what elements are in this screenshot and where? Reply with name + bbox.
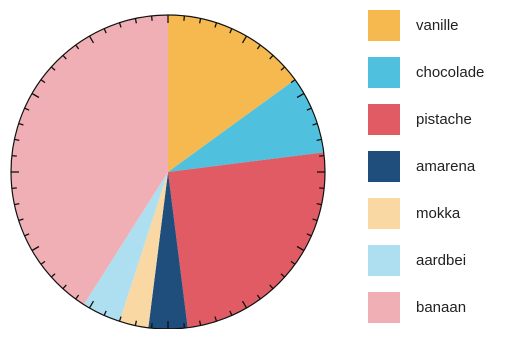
legend-swatch xyxy=(368,245,400,276)
tick-mark xyxy=(290,79,296,84)
pie-slice-amarena xyxy=(148,172,188,329)
tick-mark xyxy=(118,316,122,322)
tick-mark xyxy=(11,187,17,190)
tick-mark xyxy=(24,233,30,237)
tick-mark xyxy=(75,44,80,50)
tick-mark xyxy=(198,18,202,24)
pie-slice-pistache xyxy=(168,152,325,328)
tick-mark xyxy=(103,310,107,316)
tick-mark xyxy=(134,320,138,326)
tick-mark xyxy=(241,35,248,44)
tick-mark xyxy=(134,18,138,24)
tick-mark xyxy=(103,28,107,34)
tick-mark xyxy=(280,273,286,278)
tick-mark xyxy=(31,92,40,99)
legend-item-mokka: mokka xyxy=(368,198,484,229)
tick-mark xyxy=(241,300,248,309)
legend-swatch xyxy=(368,151,400,182)
tick-mark xyxy=(229,28,233,34)
legend-item-amarena: amarena xyxy=(368,151,484,182)
tick-mark xyxy=(183,323,186,329)
tick-mark xyxy=(316,138,322,142)
tick-mark xyxy=(24,107,30,111)
tick-mark xyxy=(50,66,56,71)
tick-mark xyxy=(118,22,122,28)
tick-mark xyxy=(229,310,233,316)
pie-slice-mokka xyxy=(119,172,168,328)
legend: vanille chocolade pistache amarena mokka aard… xyxy=(368,10,484,339)
tick-mark xyxy=(214,316,218,322)
tick-mark xyxy=(150,15,153,21)
tick-mark xyxy=(183,15,186,21)
tick-mark xyxy=(306,107,312,111)
legend-item-aardbei: aardbei xyxy=(368,245,484,276)
legend-label: aardbei xyxy=(416,252,467,269)
legend-item-chocolade: chocolade xyxy=(368,57,484,88)
legend-label: vanille xyxy=(416,17,459,34)
tick-mark xyxy=(319,187,325,190)
tick-mark xyxy=(50,273,56,278)
tick-mark xyxy=(256,44,261,50)
tick-mark xyxy=(40,260,46,265)
tick-mark xyxy=(62,284,67,290)
tick-mark xyxy=(18,122,24,126)
outer-tick-marks xyxy=(10,14,326,329)
tick-mark xyxy=(256,294,261,300)
tick-mark xyxy=(316,202,322,206)
legend-swatch xyxy=(368,104,400,135)
pie-slice-chocolade xyxy=(168,79,324,172)
tick-mark xyxy=(75,294,80,300)
tick-mark xyxy=(31,245,40,252)
legend-item-pistache: pistache xyxy=(368,104,484,135)
tick-mark xyxy=(296,92,305,99)
tick-mark xyxy=(11,154,17,157)
tick-mark xyxy=(269,54,274,60)
pie-chart xyxy=(10,14,326,329)
tick-mark xyxy=(198,320,202,326)
tick-mark xyxy=(18,218,24,222)
legend-swatch xyxy=(368,198,400,229)
legend-label: banaan xyxy=(416,299,467,316)
legend-swatch xyxy=(368,10,400,41)
tick-mark xyxy=(280,66,286,71)
pie-slice-vanille xyxy=(168,15,296,172)
tick-mark xyxy=(214,22,218,28)
tick-mark xyxy=(312,218,318,222)
legend-swatch xyxy=(368,57,400,88)
legend-item-vanille: vanille xyxy=(368,10,484,41)
tick-mark xyxy=(14,202,20,206)
pie-slice-aardbei xyxy=(83,172,168,322)
tick-mark xyxy=(312,122,318,126)
tick-mark xyxy=(88,35,95,44)
legend-item-banaan: banaan xyxy=(368,292,484,323)
tick-mark xyxy=(269,284,274,290)
tick-mark xyxy=(14,138,20,142)
tick-mark xyxy=(319,154,325,157)
legend-swatch xyxy=(368,292,400,323)
pie-slices xyxy=(11,15,325,329)
tick-mark xyxy=(150,323,153,329)
tick-mark xyxy=(296,245,305,252)
tick-mark xyxy=(88,300,95,309)
pie-slice-banaan xyxy=(11,15,169,305)
tick-mark xyxy=(40,79,46,84)
tick-mark xyxy=(306,233,312,237)
legend-label: mokka xyxy=(416,205,461,222)
legend-label: pistache xyxy=(416,111,472,128)
legend-label: chocolade xyxy=(416,64,485,81)
tick-mark xyxy=(290,260,296,265)
legend-label: amarena xyxy=(416,158,476,175)
tick-mark xyxy=(62,54,67,60)
